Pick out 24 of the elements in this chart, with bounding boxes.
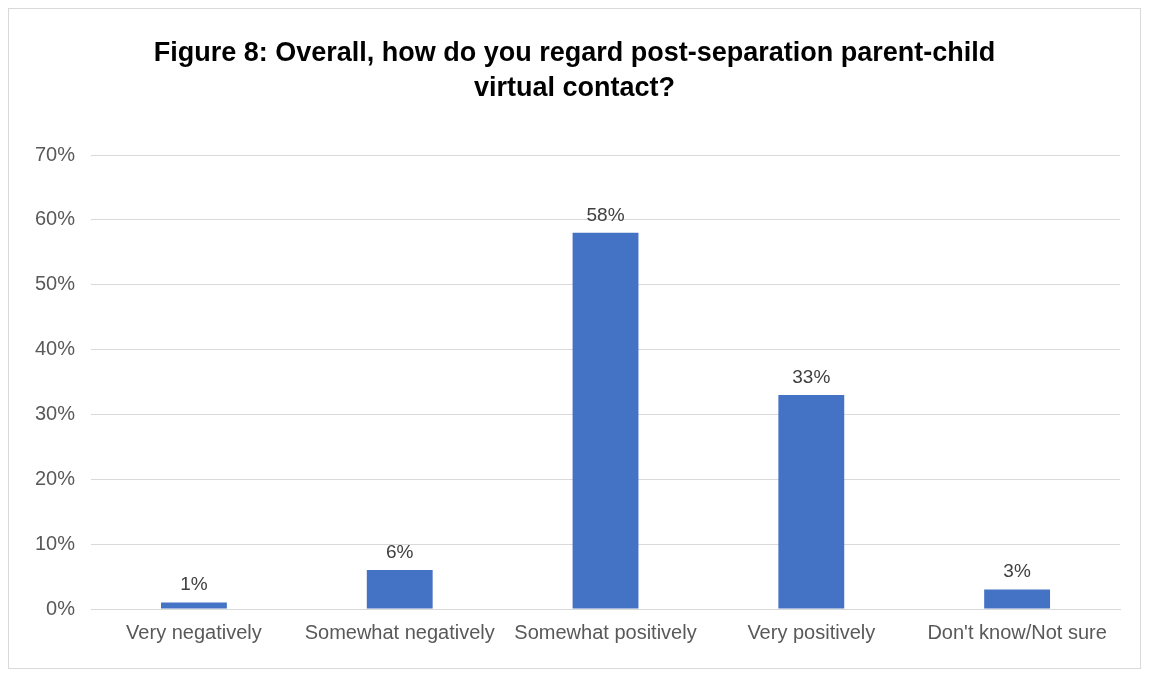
y-tick-label: 30% [35, 401, 76, 424]
x-tick-label: Don't know/Not sure [927, 620, 1107, 643]
data-label: 1% [180, 573, 208, 595]
y-tick-label: 70% [35, 142, 76, 165]
bar [778, 394, 845, 609]
y-tick-label: 40% [35, 337, 76, 360]
bar [572, 232, 639, 609]
x-tick-label: Very positively [747, 620, 876, 643]
bar [366, 570, 433, 609]
x-tick-label: Somewhat positively [514, 620, 697, 643]
y-tick-label: 10% [35, 531, 76, 554]
data-label: 33% [792, 365, 831, 387]
bar [984, 589, 1051, 609]
x-tick-label: Very negatively [126, 620, 262, 643]
chart-title: Figure 8: Overall, how do you regard post-separation parent-child virtual contact? [152, 36, 997, 104]
data-label: 6% [385, 540, 414, 562]
data-label: 3% [1003, 560, 1031, 582]
y-tick-label: 50% [35, 272, 76, 295]
y-tick-label: 0% [46, 596, 76, 619]
data-label: 58% [586, 203, 625, 225]
y-tick-label: 20% [35, 466, 76, 489]
x-tick-label: Somewhat negatively [304, 620, 495, 643]
bar [161, 602, 227, 609]
y-tick-label: 60% [35, 207, 76, 230]
